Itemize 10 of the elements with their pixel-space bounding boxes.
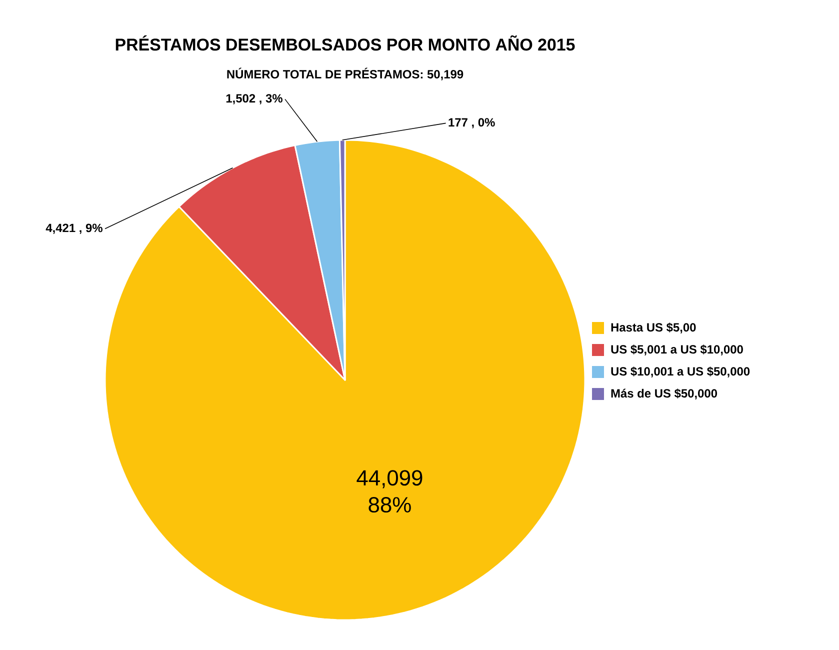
legend-label: US $5,001 a US $10,000 xyxy=(611,344,743,356)
legend-label: US $10,001 a US $50,000 xyxy=(611,366,750,378)
data-label: 44,099 88% xyxy=(356,470,422,513)
chart-title: PRÉSTAMOS DESEMBOLSADOS POR MONTO AÑO 2015 xyxy=(116,35,575,51)
data-label: 1,502 , 3% xyxy=(226,94,282,104)
chart-subtitle: NÚMERO TOTAL DE PRÉSTAMOS: 50,199 xyxy=(227,68,464,80)
data-label: 177 , 0% xyxy=(448,118,495,128)
legend-label: Más de US $50,000 xyxy=(611,388,718,400)
data-label: 4,421 , 9% xyxy=(46,224,102,234)
legend-label: Hasta US $5,00 xyxy=(611,322,696,334)
